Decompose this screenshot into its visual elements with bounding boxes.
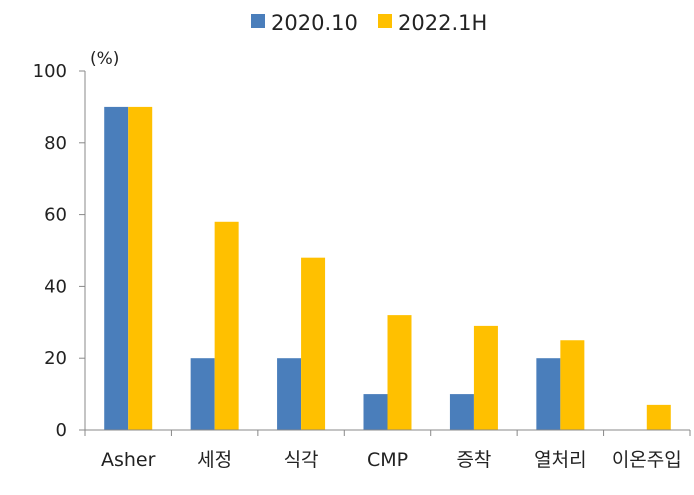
y-axis-ticks: 0 20 40 60 80 100 (33, 61, 85, 441)
bar-1-2 (277, 358, 302, 430)
x-tick-label: CMP (367, 449, 408, 471)
bar-1-1 (190, 358, 215, 430)
y-tick-label: 40 (44, 276, 67, 297)
y-axis-unit-label: (%) (90, 49, 119, 69)
x-tick-label: 열처리 (534, 449, 586, 471)
x-tick-label: 세정 (197, 449, 232, 471)
y-tick-label: 0 (56, 420, 67, 441)
bars (104, 106, 671, 431)
bar-1-4 (449, 394, 474, 430)
bar-1-5 (536, 358, 561, 430)
legend-swatch-series-2 (378, 14, 392, 28)
bar-2-0 (128, 106, 153, 431)
y-tick-label: 20 (44, 348, 67, 369)
bar-2-3 (387, 315, 412, 430)
y-tick-label: 100 (33, 61, 67, 82)
x-tick-label: 증착 (456, 449, 491, 471)
y-tick-label: 60 (44, 205, 67, 226)
bar-2-5 (560, 340, 585, 430)
bar-2-4 (473, 325, 498, 430)
bar-2-6 (646, 404, 671, 430)
legend-label-series-2: 2022.1H (398, 11, 487, 35)
legend: 2020.10 2022.1H (251, 11, 487, 35)
legend-label-series-1: 2020.10 (271, 11, 358, 35)
bar-2-1 (214, 221, 239, 430)
y-tick-label: 80 (44, 133, 67, 154)
bar-2-2 (301, 257, 326, 430)
x-tick-label: Asher (101, 449, 156, 471)
bar-1-0 (104, 106, 129, 431)
x-tick-label: 식각 (284, 449, 319, 471)
x-tick-label: 이온주입 (612, 449, 682, 471)
legend-swatch-series-1 (251, 14, 265, 28)
x-axis: Asher 세정 식각 CMP 증착 열처리 이온주입 (84, 429, 691, 471)
bar-1-3 (363, 394, 388, 430)
